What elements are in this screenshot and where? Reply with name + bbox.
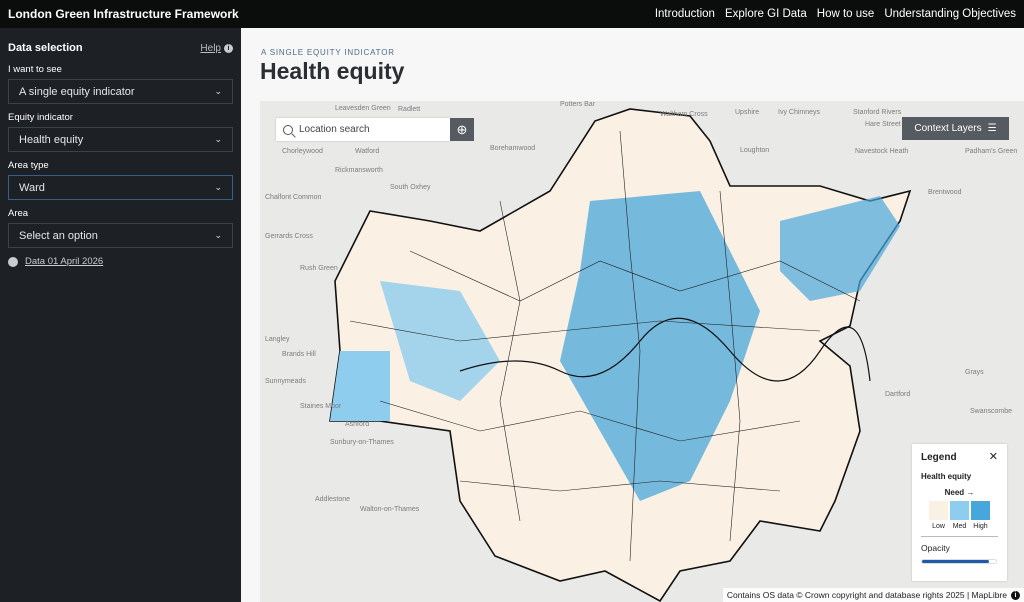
- attribution-text: Contains OS data © Crown copyright and d…: [726, 590, 1007, 600]
- info-icon[interactable]: i: [1011, 590, 1020, 600]
- swatch-label-med: Med: [952, 523, 967, 530]
- place-label: Dartford: [885, 391, 911, 398]
- select-value: A single equity indicator: [19, 85, 135, 98]
- page-kicker: A SINGLE EQUITY INDICATOR: [261, 48, 395, 57]
- place-label: Watford: [355, 148, 380, 155]
- place-label: Navestock Heath: [855, 148, 909, 155]
- area-type-label: Area type: [8, 160, 49, 171]
- select-value: Health equity: [19, 133, 84, 146]
- location-search-input[interactable]: Location search: [276, 118, 450, 141]
- legend-need-label: Need →: [944, 488, 975, 497]
- area-type-select[interactable]: Ward ⌄: [8, 175, 233, 200]
- nav-how-to-use[interactable]: How to use: [816, 8, 875, 20]
- swatch-high: [971, 501, 990, 520]
- crosshair-icon: ⊕: [456, 121, 468, 137]
- ward-boundaries: [349, 130, 861, 562]
- place-label: Padham's Green: [965, 148, 1018, 155]
- help-link[interactable]: Help i: [200, 42, 233, 54]
- place-label: Sunnymeads: [265, 378, 306, 385]
- place-label: Ashford: [345, 421, 370, 428]
- data-date-link[interactable]: Data 01 April 2026: [25, 256, 104, 267]
- place-label: Hare Street: [865, 121, 901, 128]
- swatch-label-high: High: [973, 523, 988, 530]
- swatch-low: [929, 501, 948, 520]
- place-label: Langley: [265, 336, 290, 343]
- help-label[interactable]: Help: [200, 42, 221, 54]
- map-canvas: [329, 108, 912, 602]
- i-want-to-see-select[interactable]: A single equity indicator ⌄: [8, 79, 233, 104]
- med-need-area: [380, 281, 500, 401]
- geolocate-button[interactable]: ⊕: [450, 118, 474, 141]
- nav-explore-gi-data[interactable]: Explore GI Data: [724, 8, 807, 20]
- area-label: Area: [8, 208, 29, 219]
- clock-icon: [8, 256, 18, 267]
- opacity-label: Opacity: [921, 543, 950, 553]
- place-label: Rush Green: [300, 265, 338, 272]
- high-need-area: [780, 196, 900, 301]
- legend-indicator: Health equity: [921, 472, 972, 481]
- place-label: Addlestone: [315, 496, 351, 503]
- select-value: Ward: [19, 181, 45, 194]
- nav-understanding-objectives[interactable]: Understanding Objectives: [884, 8, 1016, 20]
- place-label: Loughton: [740, 147, 770, 154]
- sidebar-heading: Data selection: [8, 42, 83, 54]
- place-label: Waltham Cross: [660, 111, 708, 118]
- map-attribution: Contains OS data © Crown copyright and d…: [722, 588, 1024, 602]
- opacity-slider[interactable]: [921, 559, 997, 564]
- river-thames: [459, 317, 871, 382]
- close-icon[interactable]: ✕: [988, 451, 998, 463]
- context-layers-label: Context Layers: [914, 123, 982, 134]
- search-placeholder: Location search: [299, 124, 370, 135]
- top-bar: London Green Infrastructure Framework In…: [0, 0, 1024, 28]
- app-title[interactable]: London Green Infrastructure Framework: [8, 7, 239, 21]
- swatch-med: [950, 501, 969, 520]
- place-label: Borehamwood: [490, 145, 536, 152]
- legend-title: Legend: [921, 452, 957, 463]
- search-icon: [283, 124, 293, 135]
- place-label: Chalfont Common: [265, 194, 322, 201]
- opacity-slider-fill: [922, 560, 989, 563]
- place-label: Gerrards Cross: [265, 233, 313, 240]
- place-label: Leavesden Green: [335, 105, 391, 112]
- main-panel: A SINGLE EQUITY INDICATOR Health equity …: [241, 28, 1024, 602]
- info-icon: i: [224, 43, 233, 53]
- legend-swatches: [921, 501, 998, 520]
- page-title: Health equity: [260, 58, 405, 84]
- place-label: Brands Hill: [282, 351, 316, 358]
- place-label: Swanscombe: [970, 408, 1013, 415]
- place-label: Grays: [965, 369, 984, 376]
- chevron-down-icon: ⌄: [214, 134, 222, 144]
- i-want-to-see-label: I want to see: [8, 64, 62, 75]
- place-label: Brentwood: [928, 189, 962, 196]
- swatch-label-low: Low: [932, 523, 945, 530]
- place-label: Staines Moor: [300, 403, 342, 410]
- area-select[interactable]: Select an option ⌄: [8, 223, 233, 248]
- map[interactable]: Leavesden Green Potters Bar Waltham Cros…: [260, 101, 1024, 602]
- legend-divider: [921, 536, 998, 537]
- place-label: Chorleywood: [282, 148, 323, 155]
- place-label: Potters Bar: [560, 101, 596, 108]
- place-label: Radlett: [398, 106, 421, 113]
- place-label: Sunbury-on-Thames: [330, 439, 394, 446]
- context-layers-button[interactable]: Context Layers ☰: [902, 117, 1009, 140]
- med-need-area: [330, 351, 390, 421]
- chevron-down-icon: ⌄: [214, 230, 222, 240]
- chevron-down-icon: ⌄: [214, 86, 222, 96]
- top-nav: Introduction Explore GI Data How to use …: [655, 8, 1016, 20]
- place-label: Stanford Rivers: [853, 109, 902, 116]
- nav-introduction[interactable]: Introduction: [654, 8, 715, 20]
- layers-icon: ☰: [987, 123, 997, 134]
- equity-indicator-label: Equity indicator: [8, 112, 73, 123]
- select-value: Select an option: [19, 229, 98, 242]
- equity-indicator-select[interactable]: Health equity ⌄: [8, 127, 233, 152]
- sidebar: Data selection Help i I want to see A sin…: [0, 28, 241, 602]
- place-label: Ivy Chimneys: [778, 109, 821, 116]
- place-label: South Oxhey: [390, 184, 431, 191]
- legend-panel: Legend ✕ Health equity Need → Low Med Hi…: [912, 444, 1007, 581]
- place-label: Upshire: [735, 109, 760, 116]
- place-label: Walton-on-Thames: [360, 506, 420, 513]
- place-label: Rickmansworth: [335, 167, 383, 174]
- high-need-area: [560, 191, 760, 501]
- chevron-down-icon: ⌄: [214, 182, 222, 192]
